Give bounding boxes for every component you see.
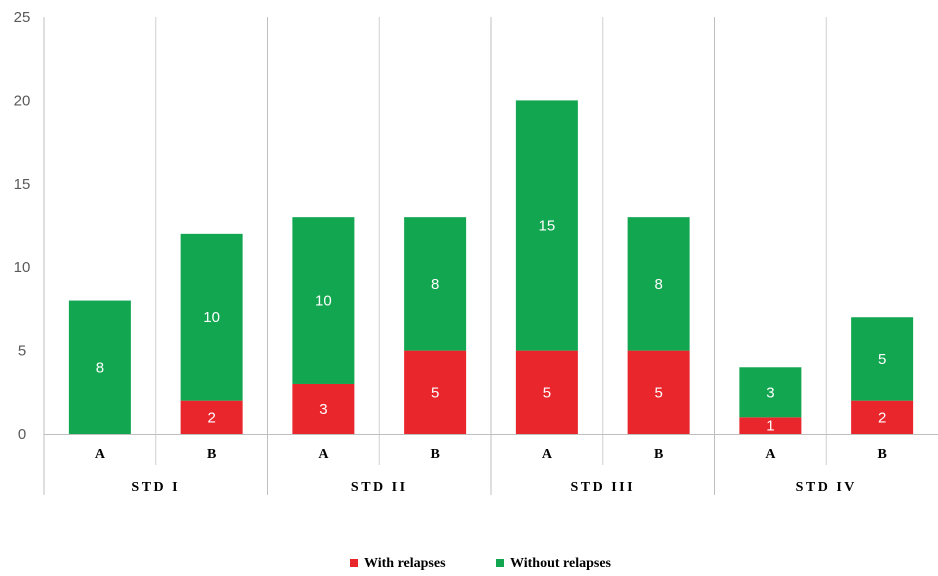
data-label: 2 xyxy=(878,409,886,426)
legend-swatch-with-relapses xyxy=(350,559,358,567)
data-label: 10 xyxy=(315,293,332,310)
data-label: 15 xyxy=(539,218,556,235)
data-label: 5 xyxy=(878,351,886,368)
bar-segment-without-relapses xyxy=(627,217,690,351)
bar-segment-without-relapses xyxy=(515,100,578,351)
data-label: 5 xyxy=(543,384,551,401)
x-tick-label: A xyxy=(765,447,776,462)
x-tick-label: A xyxy=(95,447,106,462)
bars: 8 2 10 3 10 5 8 5 15 5 8 1 3 2 5 xyxy=(68,100,914,435)
y-tick-label: 5 xyxy=(18,343,26,360)
y-tick-label: 0 xyxy=(18,426,26,443)
x-tick-label: B xyxy=(877,447,886,462)
legend: With relapses Without relapses xyxy=(350,556,612,571)
x-tick-label: A xyxy=(318,447,329,462)
group-label: STD II xyxy=(351,480,408,495)
legend-swatch-without-relapses xyxy=(496,559,504,567)
bar-segment-without-relapses xyxy=(404,217,467,351)
x-tick-label: B xyxy=(654,447,663,462)
y-tick-label: 25 xyxy=(14,9,31,26)
x-tick-label: B xyxy=(207,447,216,462)
bar-segment-with-relapses xyxy=(404,350,467,434)
y-tick-label: 15 xyxy=(14,176,31,193)
bar-segment-without-relapses xyxy=(739,367,802,418)
bar-segment-with-relapses xyxy=(292,383,355,434)
x-tick-label: A xyxy=(542,447,553,462)
group-label: STD I xyxy=(131,480,180,495)
bar-segment-with-relapses xyxy=(627,350,690,434)
data-label: 3 xyxy=(766,384,774,401)
legend-label-with-relapses: With relapses xyxy=(364,556,446,571)
data-label: 8 xyxy=(431,276,439,293)
bar-segment-without-relapses xyxy=(851,317,914,401)
data-label: 2 xyxy=(207,409,215,426)
group-label: STD III xyxy=(570,480,635,495)
data-label: 3 xyxy=(319,401,327,418)
data-label: 8 xyxy=(654,276,662,293)
data-label: 8 xyxy=(96,359,104,376)
x-tick-label: B xyxy=(430,447,439,462)
category-dividers xyxy=(43,17,827,495)
bar-segment-with-relapses xyxy=(851,400,914,434)
bar-segment-with-relapses xyxy=(515,350,578,434)
legend-label-without-relapses: Without relapses xyxy=(510,556,612,571)
x-axis-tick-labels: A B A B A B A B STD I STD II STD III STD IV xyxy=(95,447,887,495)
bar-segment-with-relapses xyxy=(739,417,802,434)
y-axis-tick-labels: 0 5 10 15 20 25 xyxy=(14,9,31,443)
data-label: 10 xyxy=(203,309,220,326)
bar-segment-without-relapses xyxy=(68,300,131,434)
bar-segment-with-relapses xyxy=(180,400,243,434)
data-label: 5 xyxy=(431,384,439,401)
group-label: STD IV xyxy=(796,480,857,495)
data-label: 5 xyxy=(654,384,662,401)
y-tick-label: 10 xyxy=(14,259,31,276)
data-label: 1 xyxy=(766,418,774,435)
bar-segment-without-relapses xyxy=(180,233,243,401)
bar-segment-without-relapses xyxy=(292,217,355,384)
y-tick-label: 20 xyxy=(14,92,31,109)
